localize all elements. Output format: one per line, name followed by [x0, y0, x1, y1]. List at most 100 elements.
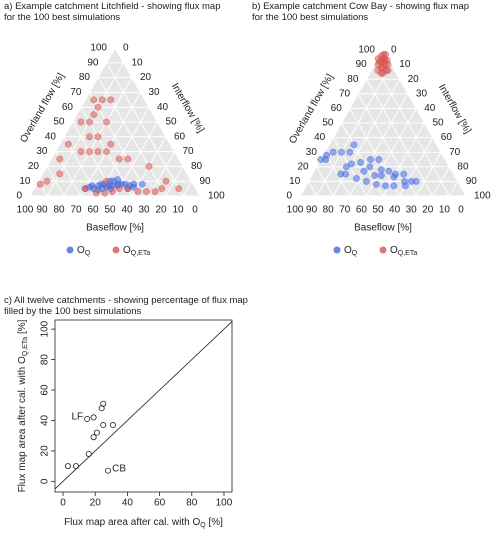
x-tick-label: 40: [122, 498, 134, 509]
data-point: [92, 189, 100, 197]
data-point: [97, 180, 105, 188]
baseflow-tick-label: 50: [372, 205, 384, 216]
data-point: [109, 422, 116, 429]
data-point: [94, 133, 102, 141]
x-tick-label: 20: [90, 498, 102, 509]
baseflow-tick-label: 40: [121, 205, 133, 216]
interflow-tick-label: 30: [416, 88, 428, 99]
baseflow-tick-label: 80: [53, 205, 65, 216]
overland-tick-label: 70: [70, 87, 82, 98]
baseflow-tick-label: 90: [36, 205, 48, 216]
data-point: [36, 180, 44, 188]
grid-line: [165, 166, 184, 197]
data-point: [379, 69, 387, 77]
label-subscript: Q: [200, 522, 206, 529]
data-point: [162, 177, 170, 185]
data-point: [338, 148, 345, 156]
data-point: [107, 96, 115, 104]
data-point: [382, 182, 389, 190]
data-point: [375, 156, 383, 163]
chart-title: a) Example catchment Litchfield - showin…: [4, 1, 221, 12]
baseflow-tick-label: 100: [17, 205, 34, 216]
data-point: [366, 163, 374, 171]
data-point: [390, 173, 398, 181]
data-point: [377, 166, 385, 174]
data-point: [43, 177, 51, 185]
data-point: [371, 172, 379, 180]
data-point: [401, 177, 409, 185]
data-point: [124, 155, 132, 163]
interflow-tick-label: 60: [441, 132, 453, 143]
data-point: [367, 156, 374, 163]
label-text: Flux map area after cal. with O: [64, 517, 200, 528]
data-point: [385, 167, 393, 175]
data-point: [158, 185, 166, 193]
data-point: [85, 450, 92, 457]
data-point: [350, 141, 358, 149]
data-point: [346, 148, 354, 156]
label-text: O: [123, 245, 131, 256]
data-point: [100, 422, 107, 429]
y-tick-label: 40: [40, 414, 51, 426]
overland-tick-label: 10: [19, 176, 31, 187]
interflow-tick-label: 80: [457, 161, 469, 172]
label-text: [%]: [206, 517, 223, 528]
baseflow-tick-label: 100: [287, 205, 304, 216]
grid-line: [374, 64, 450, 197]
baseflow-tick-label: 30: [406, 205, 418, 216]
interflow-tick-label: 90: [466, 176, 478, 187]
point-label: LF: [72, 412, 84, 423]
x-tick-label: 100: [216, 498, 233, 509]
y-tick-label: 20: [40, 445, 51, 457]
overland-tick-label: 10: [289, 176, 301, 187]
baseflow-tick-label: 90: [306, 205, 318, 216]
data-point: [412, 177, 420, 185]
label-text: O: [390, 245, 398, 256]
label-subscript: Q: [85, 250, 91, 257]
overland-tick-label: 50: [322, 118, 334, 129]
data-point: [357, 158, 365, 166]
baseflow-tick-label: 20: [155, 205, 167, 216]
interflow-tick-label: 100: [208, 191, 225, 202]
data-point: [94, 148, 102, 156]
grid-line: [448, 181, 459, 197]
grid-line: [415, 151, 442, 197]
chart-title: filled by the 100 best simulations: [4, 306, 142, 317]
interflow-tick-label: 100: [474, 191, 491, 202]
interflow-tick-label: 50: [166, 117, 178, 128]
chart-title: c) All twelve catchments - showing perce…: [4, 295, 248, 306]
data-point: [372, 180, 380, 188]
overland-tick-label: 90: [87, 57, 99, 68]
data-point: [90, 414, 97, 421]
data-point: [352, 175, 360, 182]
y-tick-label: 80: [40, 354, 51, 366]
data-point: [143, 188, 150, 196]
overland-tick-label: 50: [53, 117, 65, 128]
grid-line: [46, 166, 65, 197]
y-tick-label: 100: [40, 320, 51, 337]
overland-axis-label: Overland flow [%]: [18, 71, 67, 145]
baseflow-tick-label: 70: [339, 205, 351, 216]
data-point: [138, 180, 146, 188]
label-text: O: [77, 245, 85, 256]
chart-title: for the 100 best simulations: [4, 12, 120, 23]
x-tick-label: 80: [186, 498, 198, 509]
legend-marker: [379, 246, 387, 254]
interflow-tick-label: 40: [424, 103, 436, 114]
overland-tick-label: 40: [314, 132, 326, 143]
data-point: [348, 160, 355, 168]
interflow-tick-label: 0: [123, 43, 129, 54]
overland-tick-label: 30: [306, 147, 318, 158]
data-point: [400, 170, 408, 178]
baseflow-axis-label: Baseflow [%]: [354, 223, 412, 234]
data-point: [56, 155, 64, 163]
grid-line: [432, 166, 450, 197]
label-subscript: Q,ETa: [131, 250, 151, 257]
interflow-tick-label: 50: [433, 118, 445, 129]
overland-tick-label: 80: [79, 72, 91, 83]
baseflow-tick-label: 20: [422, 205, 434, 216]
baseflow-tick-label: 50: [104, 205, 116, 216]
interflow-tick-label: 10: [132, 57, 144, 68]
data-point: [72, 463, 79, 470]
